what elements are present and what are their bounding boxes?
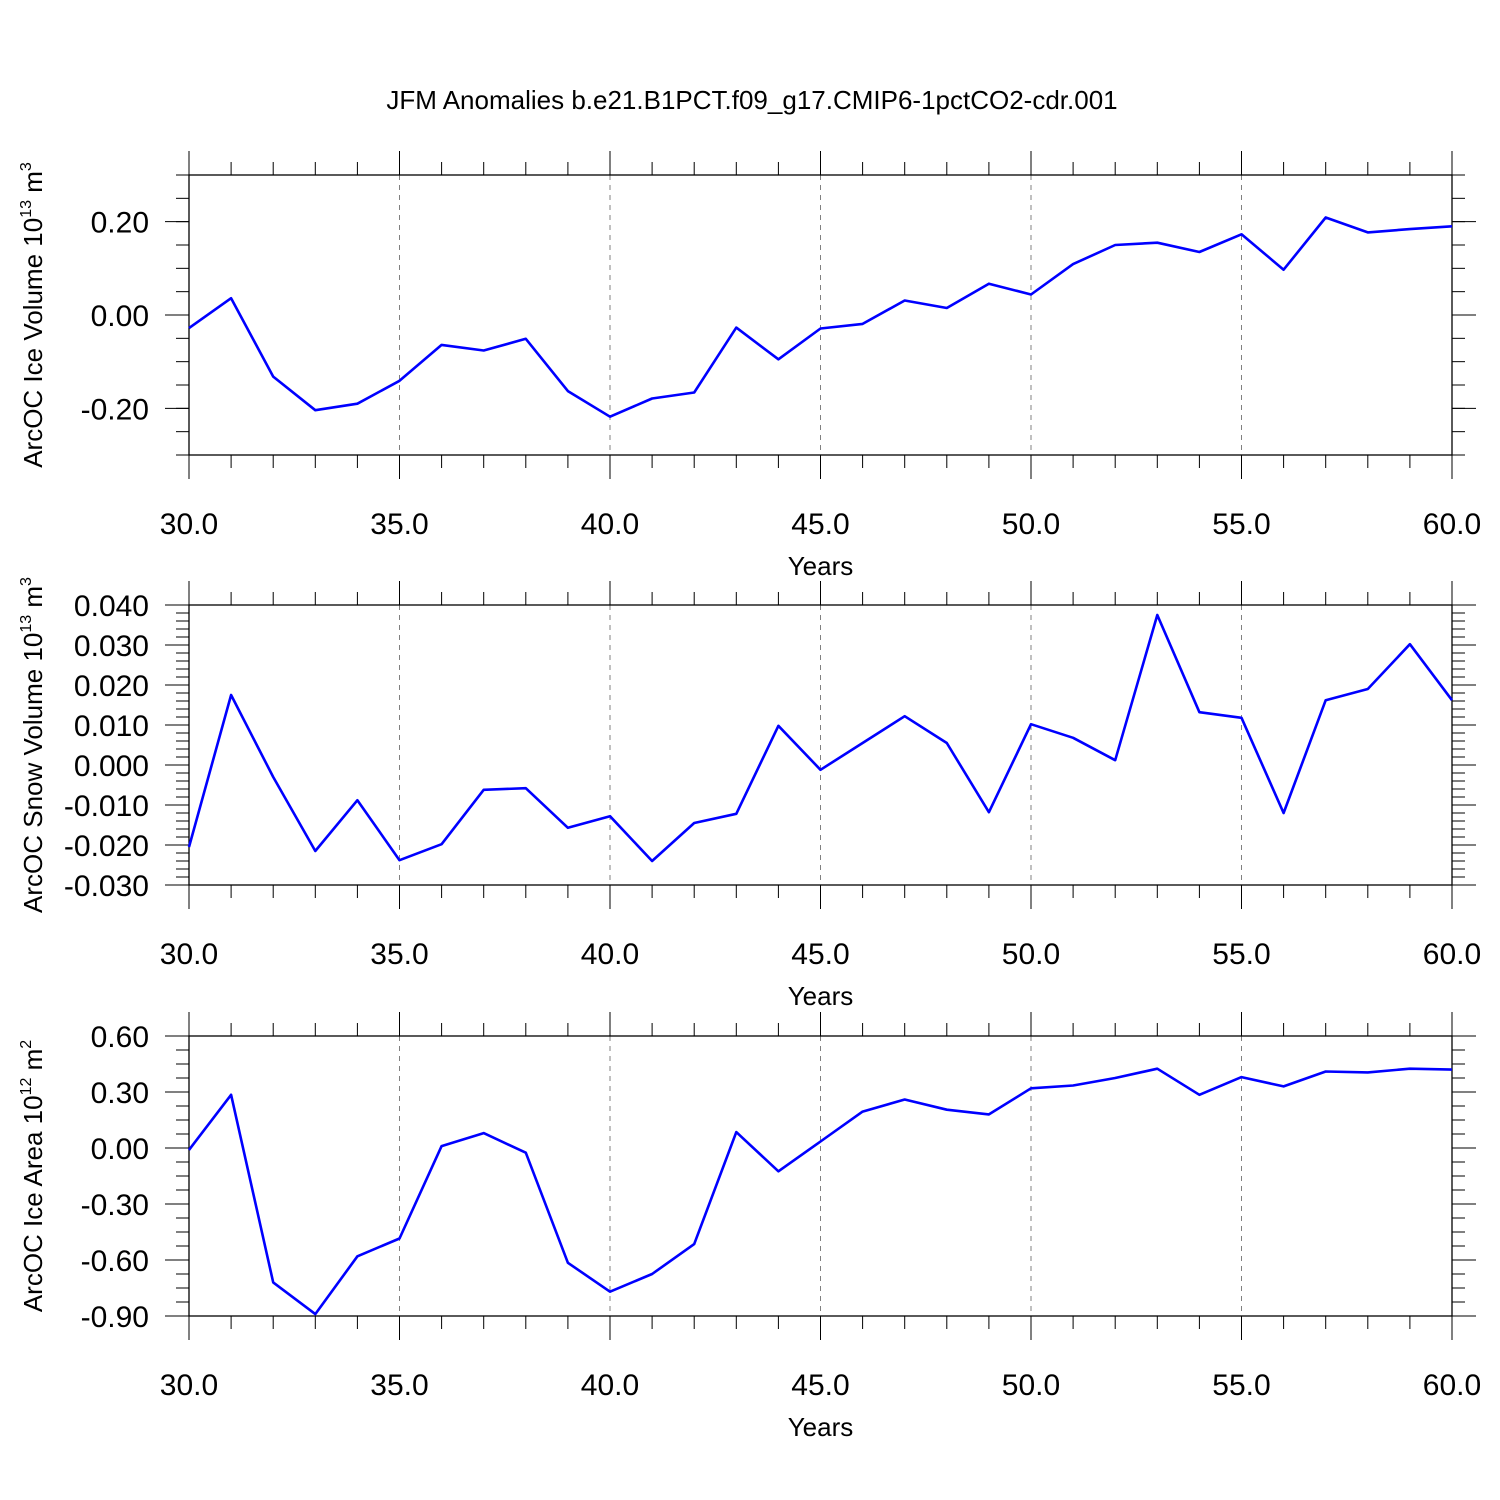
y-tick-label: -0.30 — [81, 1189, 149, 1222]
y-tick-label: 0.000 — [74, 750, 149, 783]
y-tick-label: 0.00 — [91, 300, 149, 333]
x-tick-label: 40.0 — [581, 508, 639, 541]
x-tick-label: 35.0 — [370, 938, 428, 971]
y-tick-label: 0.20 — [91, 207, 149, 240]
x-axis-label: Years — [788, 1412, 854, 1442]
x-tick-label: 50.0 — [1002, 508, 1060, 541]
x-tick-label: 60.0 — [1423, 508, 1481, 541]
x-tick-label: 55.0 — [1212, 938, 1270, 971]
x-tick-label: 30.0 — [160, 938, 218, 971]
y-tick-label: 0.030 — [74, 630, 149, 663]
chart-panels: 0.20 0.00 -0.20 30.0 35.0 40.0 45.0 50.0 55.0 60.… — [18, 151, 1481, 1442]
series-line — [187, 613, 1454, 863]
x-axis-label: Years — [788, 981, 854, 1011]
y-tick-label: 0.040 — [74, 590, 149, 623]
x-tick-label: 50.0 — [1002, 1369, 1060, 1402]
x-tick-label: 55.0 — [1212, 1369, 1270, 1402]
x-tick-label: 40.0 — [581, 1369, 639, 1402]
chart-panel-1: 0.20 0.00 -0.20 30.0 35.0 40.0 45.0 50.0 55.0 60.… — [18, 151, 1481, 581]
x-tick-label: 40.0 — [581, 938, 639, 971]
x-tick-label: 45.0 — [791, 938, 849, 971]
y-tick-label: -0.90 — [81, 1301, 149, 1334]
y-tick-label: -0.010 — [64, 790, 149, 823]
chart-panel-3: 0.60 0.30 0.00 -0.30 -0.60 -0.90 30.0 35.0 40.0 4… — [18, 1012, 1481, 1442]
y-tick-label: -0.20 — [81, 393, 149, 426]
y-tick-label: -0.020 — [64, 830, 149, 863]
x-tick-label: 60.0 — [1423, 938, 1481, 971]
y-tick-label: 0.60 — [91, 1021, 149, 1054]
x-tick-label: 30.0 — [160, 508, 218, 541]
chart-title: JFM Anomalies b.e21.B1PCT.f09_g17.CMIP6-… — [386, 85, 1117, 115]
y-axis-label: ArcOC Snow Volume 1013 m3 — [18, 577, 48, 913]
y-tick-label: 0.010 — [74, 710, 149, 743]
x-tick-label: 60.0 — [1423, 1369, 1481, 1402]
x-tick-label: 50.0 — [1002, 938, 1060, 971]
x-tick-label: 45.0 — [791, 1369, 849, 1402]
x-tick-label: 55.0 — [1212, 508, 1270, 541]
x-tick-label: 35.0 — [370, 508, 428, 541]
y-tick-label: 0.00 — [91, 1133, 149, 1166]
x-axis-label: Years — [788, 551, 854, 581]
x-tick-label: 30.0 — [160, 1369, 218, 1402]
x-tick-label: 45.0 — [791, 508, 849, 541]
x-tick-label: 35.0 — [370, 1369, 428, 1402]
y-axis-label: ArcOC Ice Area 1012 m2 — [18, 1040, 48, 1312]
y-tick-label: -0.030 — [64, 870, 149, 903]
y-tick-label: 0.30 — [91, 1077, 149, 1110]
y-tick-label: -0.60 — [81, 1245, 149, 1278]
series-line — [188, 216, 1453, 419]
series-line — [187, 1067, 1453, 1316]
y-axis-label: ArcOC Ice Volume 1013 m3 — [18, 162, 48, 468]
chart-panel-2: 0.040 0.030 0.020 0.010 0.000 -0.010 -0.020 -0.… — [18, 577, 1481, 1011]
y-tick-label: 0.020 — [74, 670, 149, 703]
